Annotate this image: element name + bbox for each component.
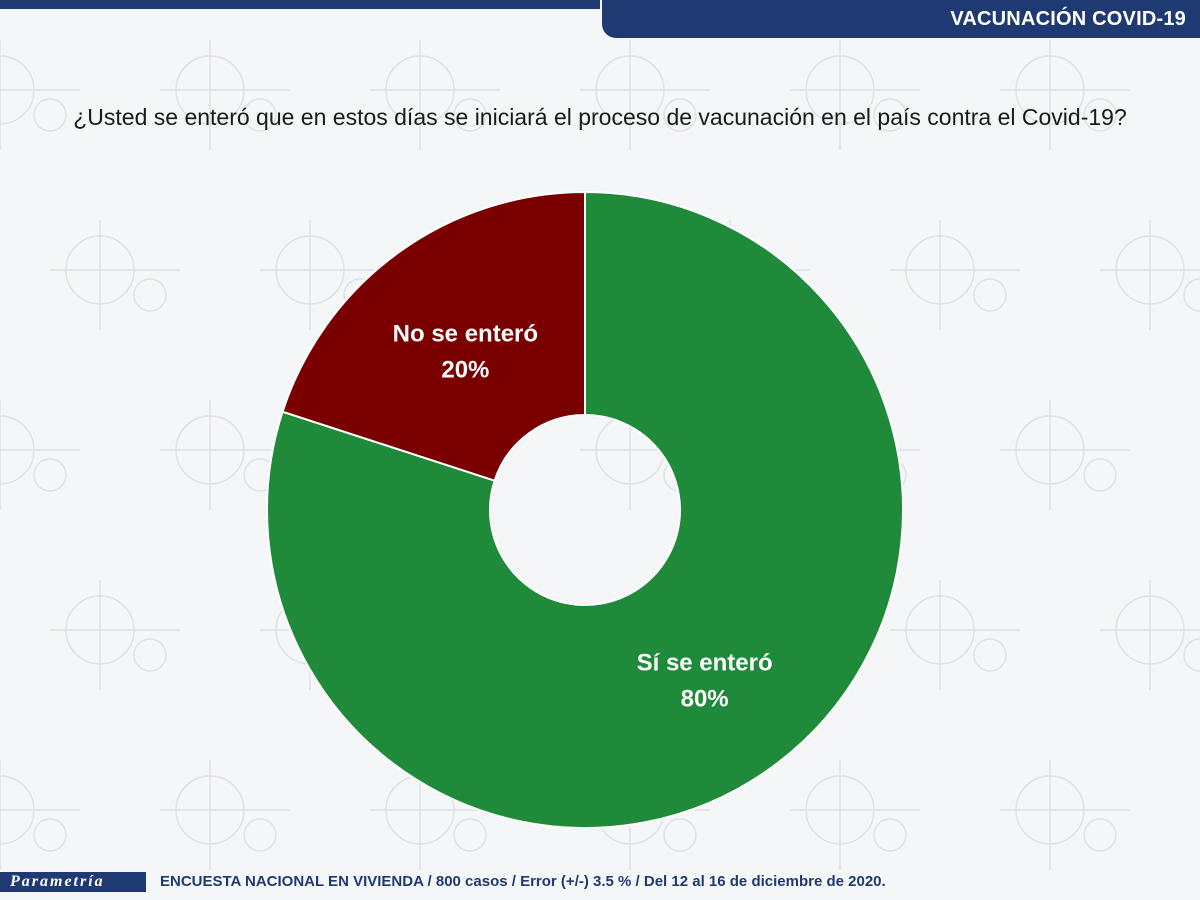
header-tab: VACUNACIÓN COVID-19 — [602, 0, 1200, 38]
header-title: VACUNACIÓN COVID-19 — [950, 8, 1186, 30]
footer-logo-strip — [0, 872, 146, 892]
slice-value-0: 80% — [681, 686, 729, 713]
donut-slice-0 — [266, 190, 904, 829]
slice-label-0: Sí se enteró — [637, 650, 773, 677]
slice-value-1: 20% — [441, 356, 489, 383]
footer-methodology-note: ENCUESTA NACIONAL EN VIVIENDA / 800 caso… — [160, 873, 886, 890]
slice-label-1: No se enteró — [393, 320, 538, 347]
survey-question: ¿Usted se enteró que en estos días se in… — [73, 104, 1127, 130]
donut-slice-1 — [281, 190, 586, 482]
footer-logo: Parametría — [10, 873, 105, 890]
top-band — [0, 0, 600, 9]
footer: Parametría ENCUESTA NACIONAL EN VIVIENDA… — [0, 866, 1200, 900]
